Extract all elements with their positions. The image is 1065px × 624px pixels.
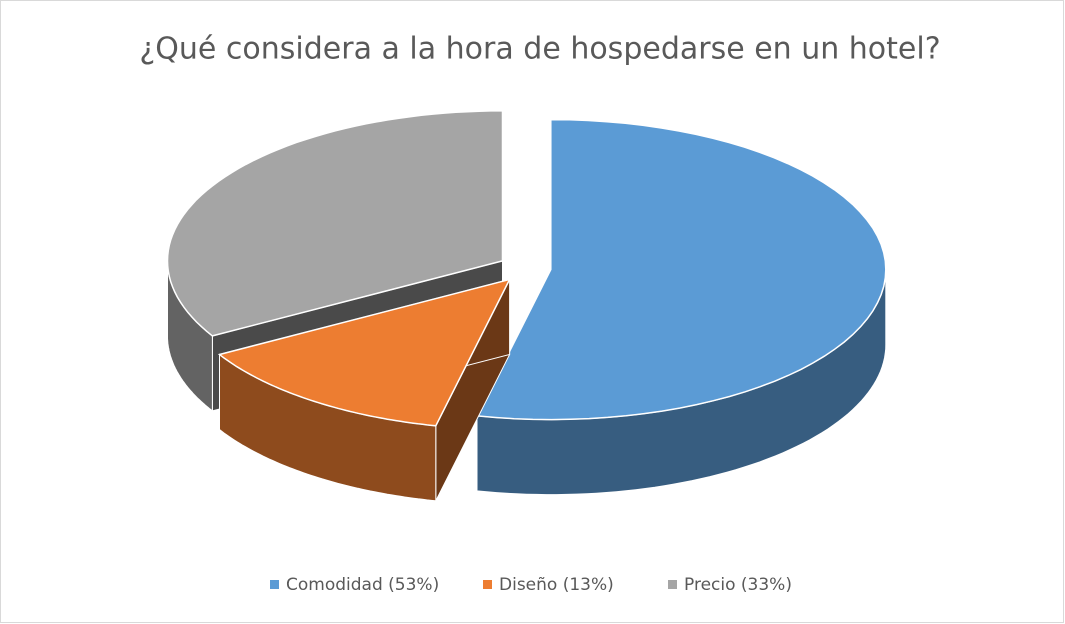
slice: [475, 118, 887, 496]
slice-top: [217, 278, 512, 427]
legend-label: Precio (33%): [684, 575, 792, 595]
legend-swatch: [668, 580, 677, 589]
legend-label: Comodidad (53%): [286, 575, 439, 595]
legend-swatch: [483, 580, 492, 589]
legend-label: Diseño (13%): [499, 575, 614, 595]
slice-top: [475, 118, 887, 421]
legend-swatch: [270, 580, 279, 589]
slice: [217, 278, 512, 502]
slice-top: [166, 110, 504, 337]
chart-title: ¿Qué considera a la hora de hospedarse e…: [139, 32, 940, 67]
